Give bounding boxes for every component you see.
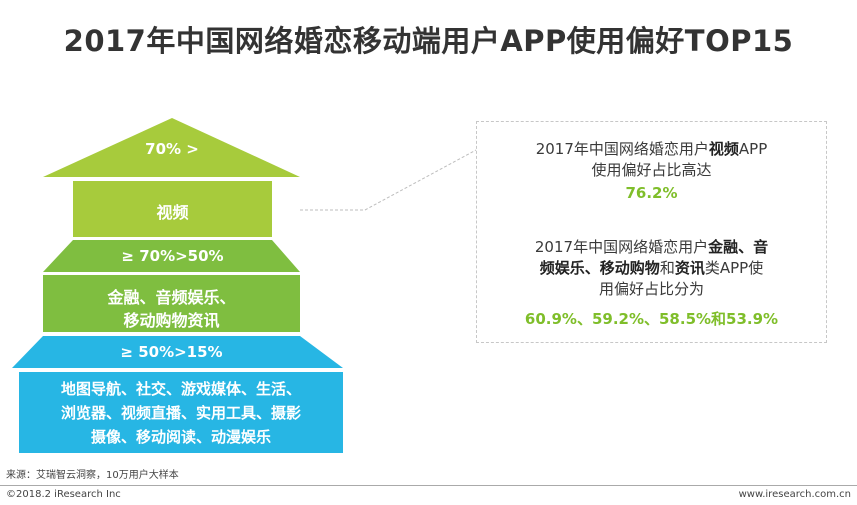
callout-p2-e: 资讯	[674, 259, 705, 277]
callout-p2-c: 频娱乐、移动购物	[539, 259, 660, 277]
tier1-range-shape	[43, 118, 300, 177]
callout-p1-line2: 使用偏好占比高达	[591, 161, 712, 179]
callout-p1-b: 视频	[708, 140, 739, 158]
callout-p1-a: 2017年中国网络婚恋用户	[535, 140, 709, 158]
callout-p2-b: 金融、音	[708, 238, 769, 256]
tier2-category-line2: 移动购物资讯	[123, 311, 220, 330]
callout-p2-line3: 用偏好占比分为	[598, 280, 704, 298]
tier2-range-label: ≥ 70%>50%	[121, 247, 224, 265]
callout-p2-line2: 频娱乐、移动购物和资讯类APP使	[476, 258, 827, 279]
page-title: 2017年中国网络婚恋移动端用户APP使用偏好TOP15	[63, 24, 794, 58]
tier3-category-shape	[19, 372, 343, 453]
callout-connector	[300, 149, 477, 211]
copyright: ©2018.2 iResearch Inc	[6, 489, 121, 500]
footer-divider	[0, 485, 857, 486]
callout-p2-d: 和	[659, 259, 675, 277]
callout-p2-f: 类APP使	[704, 259, 764, 277]
tier2-category-line1: 金融、音频娱乐、	[107, 288, 236, 307]
tier2-category-shape	[43, 275, 300, 332]
source-note: 来源：艾瑞智云洞察，10万用户大样本	[6, 470, 179, 481]
callout-box	[476, 121, 827, 343]
tier1-range-label: 70% >	[145, 140, 199, 158]
tier3-category-line1: 地图导航、社交、游戏媒体、生活、	[60, 380, 301, 398]
callout-p2-line1: 2017年中国网络婚恋用户金融、音	[476, 237, 827, 258]
callout-p1-value: 76.2%	[625, 184, 678, 202]
tier2-range-shape	[43, 240, 300, 272]
callout-p1-c: APP	[738, 140, 768, 158]
tier1-category-label: 视频	[156, 203, 189, 222]
tier1-category-shape	[73, 181, 272, 237]
website-link[interactable]: www.iresearch.com.cn	[738, 489, 851, 500]
tier3-category-line2: 浏览器、视频直播、实用工具、摄影	[60, 404, 301, 422]
callout-p2-a: 2017年中国网络婚恋用户	[534, 238, 709, 256]
tier3-range-label: ≥ 50%>15%	[120, 343, 223, 361]
tier3-category-line3: 摄像、移动阅读、动漫娱乐	[90, 428, 271, 446]
callout-p1-line1: 2017年中国网络婚恋用户视频APP	[476, 139, 827, 160]
tier3-range-shape	[12, 336, 343, 368]
callout-p2-values: 60.9%、59.2%、58.5%和53.9%	[524, 310, 779, 328]
